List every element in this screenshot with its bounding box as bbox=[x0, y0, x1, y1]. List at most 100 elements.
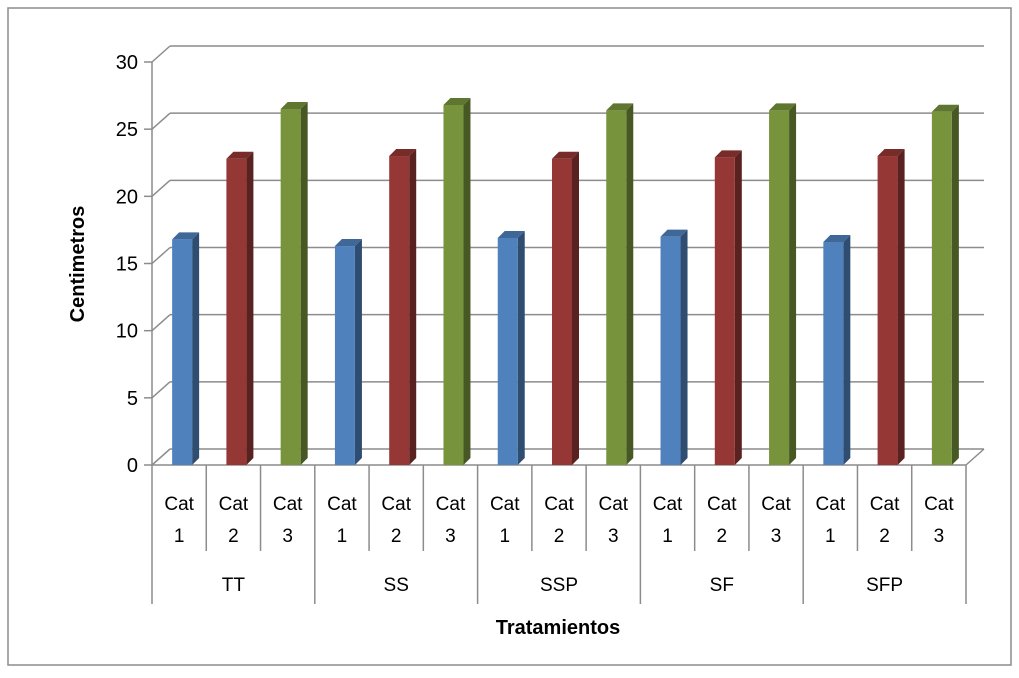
bar bbox=[172, 239, 193, 465]
bar-side bbox=[897, 149, 905, 466]
x-category-label-line2: 3 bbox=[282, 526, 293, 547]
bar bbox=[606, 110, 627, 466]
bar-side bbox=[951, 104, 959, 465]
x-category-label-line1: Cat bbox=[870, 494, 900, 515]
bar bbox=[769, 110, 790, 466]
bar-side bbox=[246, 151, 254, 465]
x-category-label-line2: 3 bbox=[934, 526, 945, 547]
x-category-label-line1: Cat bbox=[273, 494, 303, 515]
bar-side bbox=[300, 102, 308, 466]
bars bbox=[172, 97, 959, 466]
x-category-label-line2: 2 bbox=[554, 526, 565, 547]
bar-side bbox=[463, 97, 471, 465]
bar-side bbox=[572, 151, 579, 465]
bar-side bbox=[517, 230, 525, 465]
bar-side bbox=[626, 103, 634, 466]
gridline-side bbox=[151, 314, 171, 332]
gridline-side bbox=[151, 45, 171, 63]
bar-top bbox=[660, 229, 688, 237]
gridline-side bbox=[151, 381, 171, 399]
y-tick-label: 5 bbox=[127, 388, 138, 410]
bar-side bbox=[843, 235, 851, 465]
x-category-label-line2: 1 bbox=[499, 526, 510, 547]
bar bbox=[552, 158, 572, 465]
bar-top bbox=[606, 103, 634, 111]
x-group-label: SS bbox=[384, 575, 409, 596]
x-category-label-line2: 2 bbox=[717, 526, 728, 547]
bar bbox=[931, 111, 952, 465]
bar-top bbox=[714, 150, 742, 158]
x-group-label: TT bbox=[222, 575, 246, 596]
x-category-label-line1: Cat bbox=[761, 494, 791, 515]
bar bbox=[280, 109, 301, 466]
bar bbox=[226, 158, 247, 465]
bar-top bbox=[877, 149, 905, 157]
x-category-label-line1: Cat bbox=[924, 494, 954, 515]
y-tick-label: 30 bbox=[116, 52, 138, 74]
labels: 0 5 10 15 20 25 30 Cat 1 Cat 2 Cat 3 TT Cat 1 Cat 2 Cat 3 SS… bbox=[116, 52, 955, 596]
x-category-label-line1: Cat bbox=[544, 494, 574, 515]
bar bbox=[334, 246, 355, 465]
x-category-label-line2: 2 bbox=[879, 526, 890, 547]
bar-side bbox=[734, 150, 742, 466]
floor-edge-left bbox=[151, 448, 171, 466]
bar bbox=[714, 157, 735, 466]
x-category-label-line1: Cat bbox=[598, 494, 628, 515]
bar-side bbox=[192, 232, 200, 465]
x-category-label-line2: 3 bbox=[445, 526, 456, 547]
y-axis-title: Centimetros bbox=[67, 206, 89, 323]
x-category-label-line2: 2 bbox=[228, 526, 239, 547]
bar bbox=[877, 156, 898, 466]
y-tick-label: 25 bbox=[116, 119, 138, 141]
bar-top bbox=[823, 235, 851, 243]
bar-top bbox=[497, 230, 525, 238]
x-category-label-line1: Cat bbox=[490, 494, 520, 515]
gridline-side bbox=[151, 179, 171, 197]
bar-top bbox=[931, 104, 959, 112]
x-axis-title: Tratamientos bbox=[496, 617, 620, 639]
bar bbox=[497, 237, 518, 465]
bar-top bbox=[443, 97, 471, 105]
x-category-label-line1: Cat bbox=[164, 494, 194, 515]
bar bbox=[660, 236, 681, 465]
x-category-label-line1: Cat bbox=[707, 494, 737, 515]
bar-side bbox=[354, 239, 362, 465]
bar-top bbox=[552, 151, 579, 159]
bar-side bbox=[680, 229, 688, 465]
x-category-label-line2: 3 bbox=[771, 526, 782, 547]
gridline-side bbox=[151, 246, 171, 265]
floor-edge-right bbox=[965, 448, 985, 466]
x-category-label-line2: 1 bbox=[337, 526, 348, 547]
bar bbox=[823, 242, 844, 465]
x-category-label-line1: Cat bbox=[653, 494, 683, 515]
bar-top bbox=[280, 102, 308, 110]
x-group-label: SF bbox=[710, 575, 734, 596]
bar bbox=[443, 104, 464, 465]
x-category-label-line1: Cat bbox=[219, 494, 249, 515]
y-tick-label: 20 bbox=[116, 186, 138, 208]
x-category-label-line2: 1 bbox=[825, 526, 836, 547]
bar-top bbox=[226, 151, 254, 159]
x-category-label-line1: Cat bbox=[381, 494, 411, 515]
bar-top bbox=[769, 103, 797, 111]
x-category-label-line1: Cat bbox=[327, 494, 357, 515]
y-tick-label: 0 bbox=[127, 455, 138, 477]
bar-side bbox=[789, 103, 797, 466]
bar-top bbox=[334, 239, 362, 247]
x-category-label-line1: Cat bbox=[436, 494, 466, 515]
bar-top bbox=[389, 149, 417, 157]
bar-top bbox=[172, 232, 200, 240]
bar-side bbox=[409, 149, 417, 466]
x-group-label: SSP bbox=[540, 575, 578, 596]
bar bbox=[389, 156, 410, 466]
x-group-label: SFP bbox=[866, 575, 903, 596]
y-tick-label: 10 bbox=[116, 321, 138, 343]
gridline-side bbox=[151, 112, 171, 130]
x-category-label-line2: 1 bbox=[662, 526, 673, 547]
y-tick-label: 15 bbox=[116, 254, 138, 276]
x-category-label-line1: Cat bbox=[816, 494, 846, 515]
x-category-label-line2: 2 bbox=[391, 526, 402, 547]
x-category-label-line2: 1 bbox=[174, 526, 185, 547]
